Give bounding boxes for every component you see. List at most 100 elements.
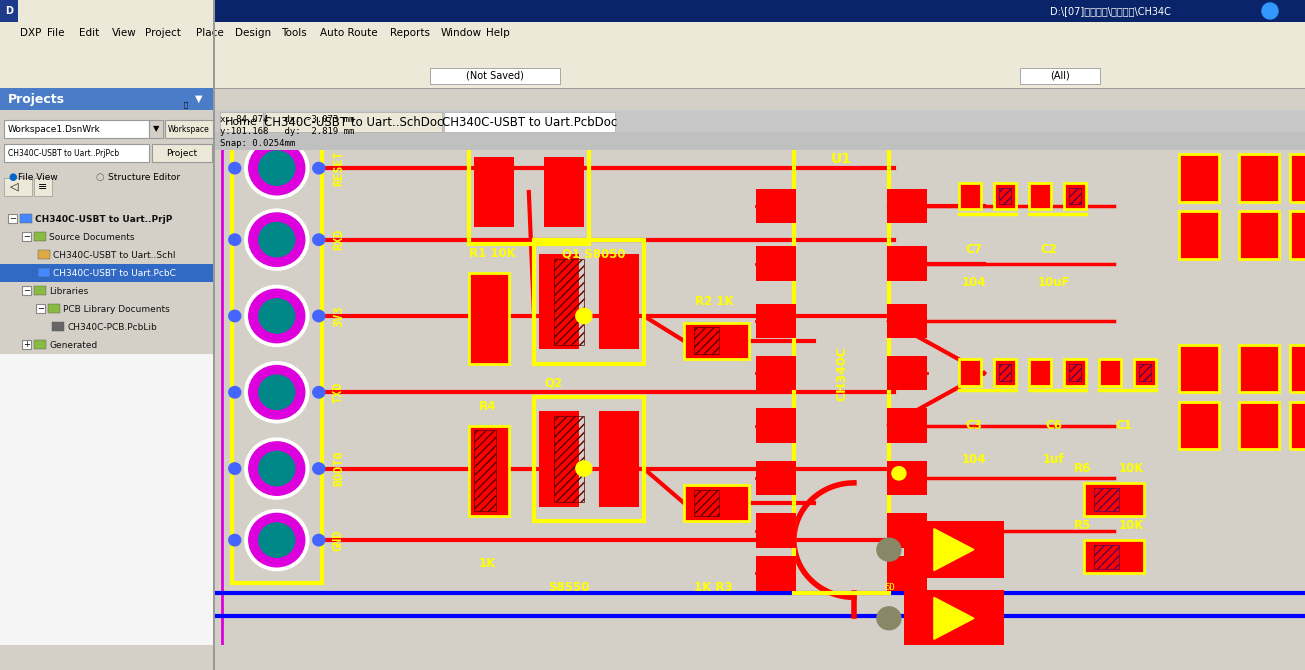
- Bar: [904, 521, 1004, 578]
- Text: CH340C-USBT to Uart.PcbDoc: CH340C-USBT to Uart.PcbDoc: [441, 115, 617, 129]
- Circle shape: [228, 310, 240, 322]
- Bar: [599, 254, 639, 349]
- Text: D: D: [5, 6, 13, 16]
- Text: S8550: S8550: [548, 582, 590, 594]
- Bar: [1134, 359, 1156, 386]
- Bar: [474, 157, 514, 227]
- Circle shape: [313, 310, 325, 322]
- Bar: [1291, 211, 1305, 259]
- Text: Source Documents: Source Documents: [50, 232, 134, 241]
- Text: Project: Project: [145, 28, 181, 38]
- Circle shape: [258, 452, 295, 486]
- Bar: [1291, 344, 1305, 392]
- Bar: [534, 240, 643, 364]
- Bar: [998, 188, 1011, 204]
- Text: View: View: [112, 28, 137, 38]
- Bar: [1099, 359, 1121, 386]
- Text: 104: 104: [962, 452, 987, 466]
- Bar: [599, 411, 639, 507]
- Polygon shape: [934, 529, 974, 571]
- Circle shape: [228, 234, 240, 245]
- Bar: [1291, 154, 1305, 202]
- Bar: [887, 356, 927, 391]
- Bar: [37, 304, 44, 313]
- Text: (Not Saved): (Not Saved): [466, 71, 523, 81]
- Text: 1K R3: 1K R3: [694, 582, 732, 594]
- Bar: [887, 409, 927, 443]
- Bar: [0, 264, 214, 282]
- Bar: [756, 304, 796, 338]
- Bar: [214, 110, 1305, 150]
- Text: R2 1K: R2 1K: [694, 295, 733, 308]
- Circle shape: [245, 137, 309, 198]
- Bar: [1178, 154, 1219, 202]
- Bar: [232, 144, 322, 583]
- Text: Generated: Generated: [50, 340, 98, 350]
- Bar: [0, 88, 214, 110]
- Bar: [959, 359, 981, 386]
- Bar: [38, 250, 50, 259]
- Bar: [175, 100, 193, 110]
- Text: 10K: 10K: [1118, 519, 1144, 532]
- Bar: [998, 364, 1011, 381]
- Bar: [265, 112, 442, 132]
- Text: C1: C1: [1116, 419, 1133, 432]
- Bar: [684, 485, 749, 521]
- Bar: [214, 110, 1305, 132]
- Circle shape: [249, 289, 305, 342]
- Bar: [1238, 154, 1279, 202]
- Bar: [994, 359, 1017, 386]
- Bar: [474, 430, 496, 511]
- Bar: [887, 556, 927, 591]
- Bar: [164, 120, 213, 138]
- Text: RXD: RXD: [331, 229, 345, 251]
- Bar: [553, 259, 583, 344]
- Bar: [756, 461, 796, 495]
- Text: CH340C-USBT to Uart..Schl: CH340C-USBT to Uart..Schl: [54, 251, 175, 259]
- Bar: [1178, 344, 1219, 392]
- Text: Help: Help: [487, 28, 510, 38]
- Text: ●: ●: [8, 172, 17, 182]
- Bar: [1238, 402, 1279, 450]
- Circle shape: [249, 213, 305, 267]
- Text: ○: ○: [95, 172, 103, 182]
- Bar: [553, 416, 583, 502]
- Text: CH340C-USBT to Uart..SchDoc: CH340C-USBT to Uart..SchDoc: [264, 115, 444, 129]
- Bar: [1064, 183, 1087, 209]
- Text: C3: C3: [966, 419, 983, 432]
- Bar: [0, 0, 1305, 22]
- Bar: [1291, 402, 1305, 450]
- Bar: [994, 359, 1017, 386]
- Circle shape: [1262, 3, 1278, 19]
- Text: Window: Window: [441, 28, 482, 38]
- Circle shape: [891, 467, 906, 480]
- Text: Q2: Q2: [544, 377, 562, 389]
- Text: −: −: [23, 232, 30, 241]
- Bar: [468, 273, 509, 364]
- Text: R5: R5: [1074, 519, 1091, 532]
- Bar: [694, 328, 719, 354]
- Circle shape: [258, 151, 295, 186]
- Bar: [887, 189, 927, 224]
- Text: D1: D1: [484, 119, 504, 132]
- Text: +: +: [23, 340, 30, 349]
- Bar: [0, 44, 1305, 66]
- Bar: [1238, 154, 1279, 202]
- Bar: [1099, 359, 1121, 386]
- Text: CH340C-USBT to Uart.PcbC: CH340C-USBT to Uart.PcbC: [54, 269, 176, 277]
- Bar: [34, 178, 52, 196]
- Bar: [468, 425, 509, 517]
- Text: −: −: [37, 304, 44, 313]
- Circle shape: [228, 162, 240, 174]
- Circle shape: [313, 162, 325, 174]
- Text: Reports: Reports: [390, 28, 429, 38]
- Bar: [0, 0, 214, 89]
- Bar: [904, 590, 1004, 647]
- Bar: [1028, 359, 1052, 386]
- Bar: [887, 461, 927, 495]
- Bar: [1064, 359, 1087, 386]
- Text: Auto Route: Auto Route: [320, 28, 377, 38]
- Text: C7: C7: [966, 243, 983, 256]
- Bar: [534, 397, 643, 521]
- Text: TXD: TXD: [331, 382, 345, 403]
